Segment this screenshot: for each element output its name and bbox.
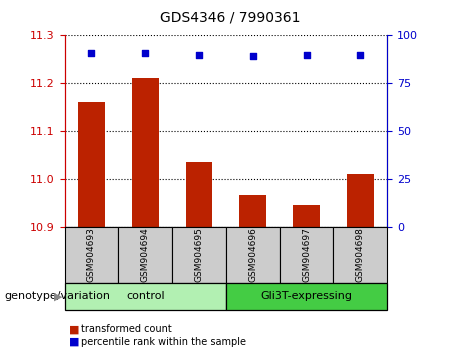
Bar xyxy=(239,195,266,227)
Bar xyxy=(293,205,320,227)
Bar xyxy=(185,162,213,227)
Text: GSM904695: GSM904695 xyxy=(195,227,203,282)
Bar xyxy=(347,174,374,227)
Bar xyxy=(65,283,226,310)
Point xyxy=(249,53,256,59)
Bar xyxy=(132,79,159,227)
Point xyxy=(142,50,149,56)
Bar xyxy=(65,227,118,283)
Point xyxy=(357,52,364,57)
Bar xyxy=(280,227,333,283)
Text: GSM904696: GSM904696 xyxy=(248,227,257,282)
Text: GSM904697: GSM904697 xyxy=(302,227,311,282)
Point xyxy=(195,52,203,57)
Text: percentile rank within the sample: percentile rank within the sample xyxy=(81,337,246,347)
Bar xyxy=(226,227,280,283)
Text: genotype/variation: genotype/variation xyxy=(5,291,111,302)
Text: control: control xyxy=(126,291,165,302)
Point xyxy=(303,52,310,57)
Text: GSM904693: GSM904693 xyxy=(87,227,96,282)
Bar xyxy=(172,227,226,283)
Text: GSM904694: GSM904694 xyxy=(141,228,150,282)
Bar xyxy=(78,102,105,227)
Bar xyxy=(333,227,387,283)
Bar xyxy=(226,283,387,310)
Bar xyxy=(118,227,172,283)
Text: ■: ■ xyxy=(69,337,80,347)
Text: GDS4346 / 7990361: GDS4346 / 7990361 xyxy=(160,11,301,25)
Point xyxy=(88,50,95,56)
Text: ▶: ▶ xyxy=(54,291,62,302)
Text: GSM904698: GSM904698 xyxy=(356,227,365,282)
Text: ■: ■ xyxy=(69,324,80,334)
Text: Gli3T-expressing: Gli3T-expressing xyxy=(260,291,353,302)
Text: transformed count: transformed count xyxy=(81,324,171,334)
